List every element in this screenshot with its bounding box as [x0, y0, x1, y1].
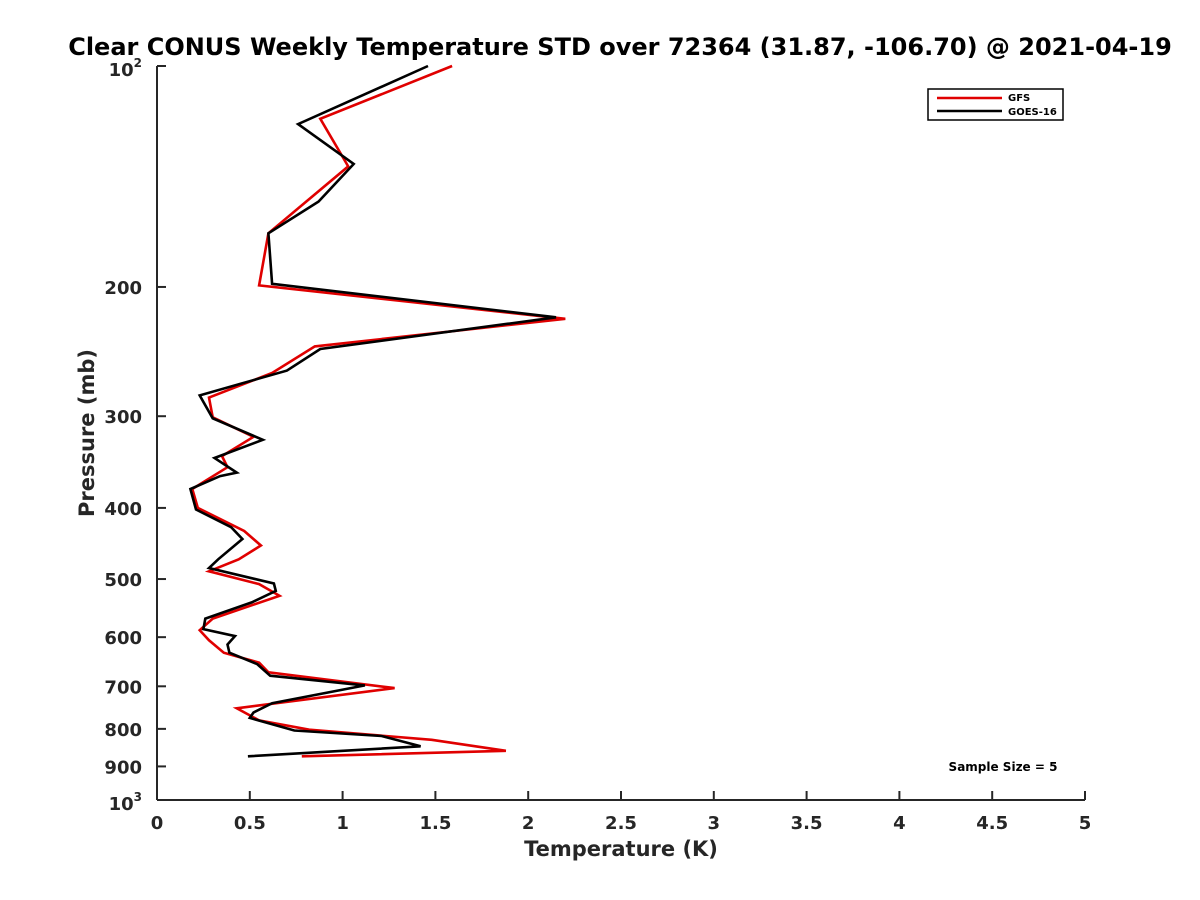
- x-tick-label: 4.5: [976, 813, 1008, 834]
- series-layer: [188, 64, 566, 758]
- x-tick-label: 2: [522, 813, 535, 834]
- y-tick-label: 500: [104, 570, 142, 591]
- y-tick-label: 600: [104, 628, 142, 649]
- y-tick-label: 800: [104, 720, 142, 741]
- legend-label-goes16: GOES-16: [1008, 107, 1057, 118]
- x-tick-label: 2.5: [605, 813, 637, 834]
- y-axis-label: Pressure (mb): [75, 349, 99, 517]
- x-tick-label: 3.5: [791, 813, 823, 834]
- y-tick-label: 900: [104, 757, 142, 778]
- y-axis-ticks: 200 300 400 500 600 700 800 900: [104, 65, 166, 801]
- y-tick-label-top: 102: [109, 56, 142, 81]
- x-tick-label: 0.5: [234, 813, 266, 834]
- y-tick-label-bottom: 103: [109, 790, 142, 815]
- chart-title: Clear CONUS Weekly Temperature STD over …: [68, 33, 1172, 61]
- x-tick-label: 1.5: [419, 813, 451, 834]
- legend: GFS GOES-16: [927, 88, 1064, 121]
- sample-size-annotation: Sample Size = 5: [949, 760, 1058, 774]
- y-tick-label: 400: [104, 499, 142, 520]
- y-tick-label: 300: [104, 407, 142, 428]
- y-tick-label: 200: [104, 278, 142, 299]
- series-line-goes16: [188, 64, 557, 758]
- x-tick-label: 0: [151, 813, 164, 834]
- y-tick-label: 700: [104, 677, 142, 698]
- x-tick-label: 1: [336, 813, 349, 834]
- x-axis-ticks: 0 0.5 1 1.5 2 2.5 3 3.5 4 4.5 5: [151, 791, 1092, 834]
- x-axis-label: Temperature (K): [524, 837, 718, 861]
- legend-box: [927, 88, 1064, 121]
- legend-label-gfs: GFS: [1008, 93, 1030, 104]
- x-tick-label: 4: [893, 813, 906, 834]
- x-tick-label: 3: [708, 813, 721, 834]
- series-line-gfs: [190, 64, 566, 758]
- x-tick-label: 5: [1079, 813, 1092, 834]
